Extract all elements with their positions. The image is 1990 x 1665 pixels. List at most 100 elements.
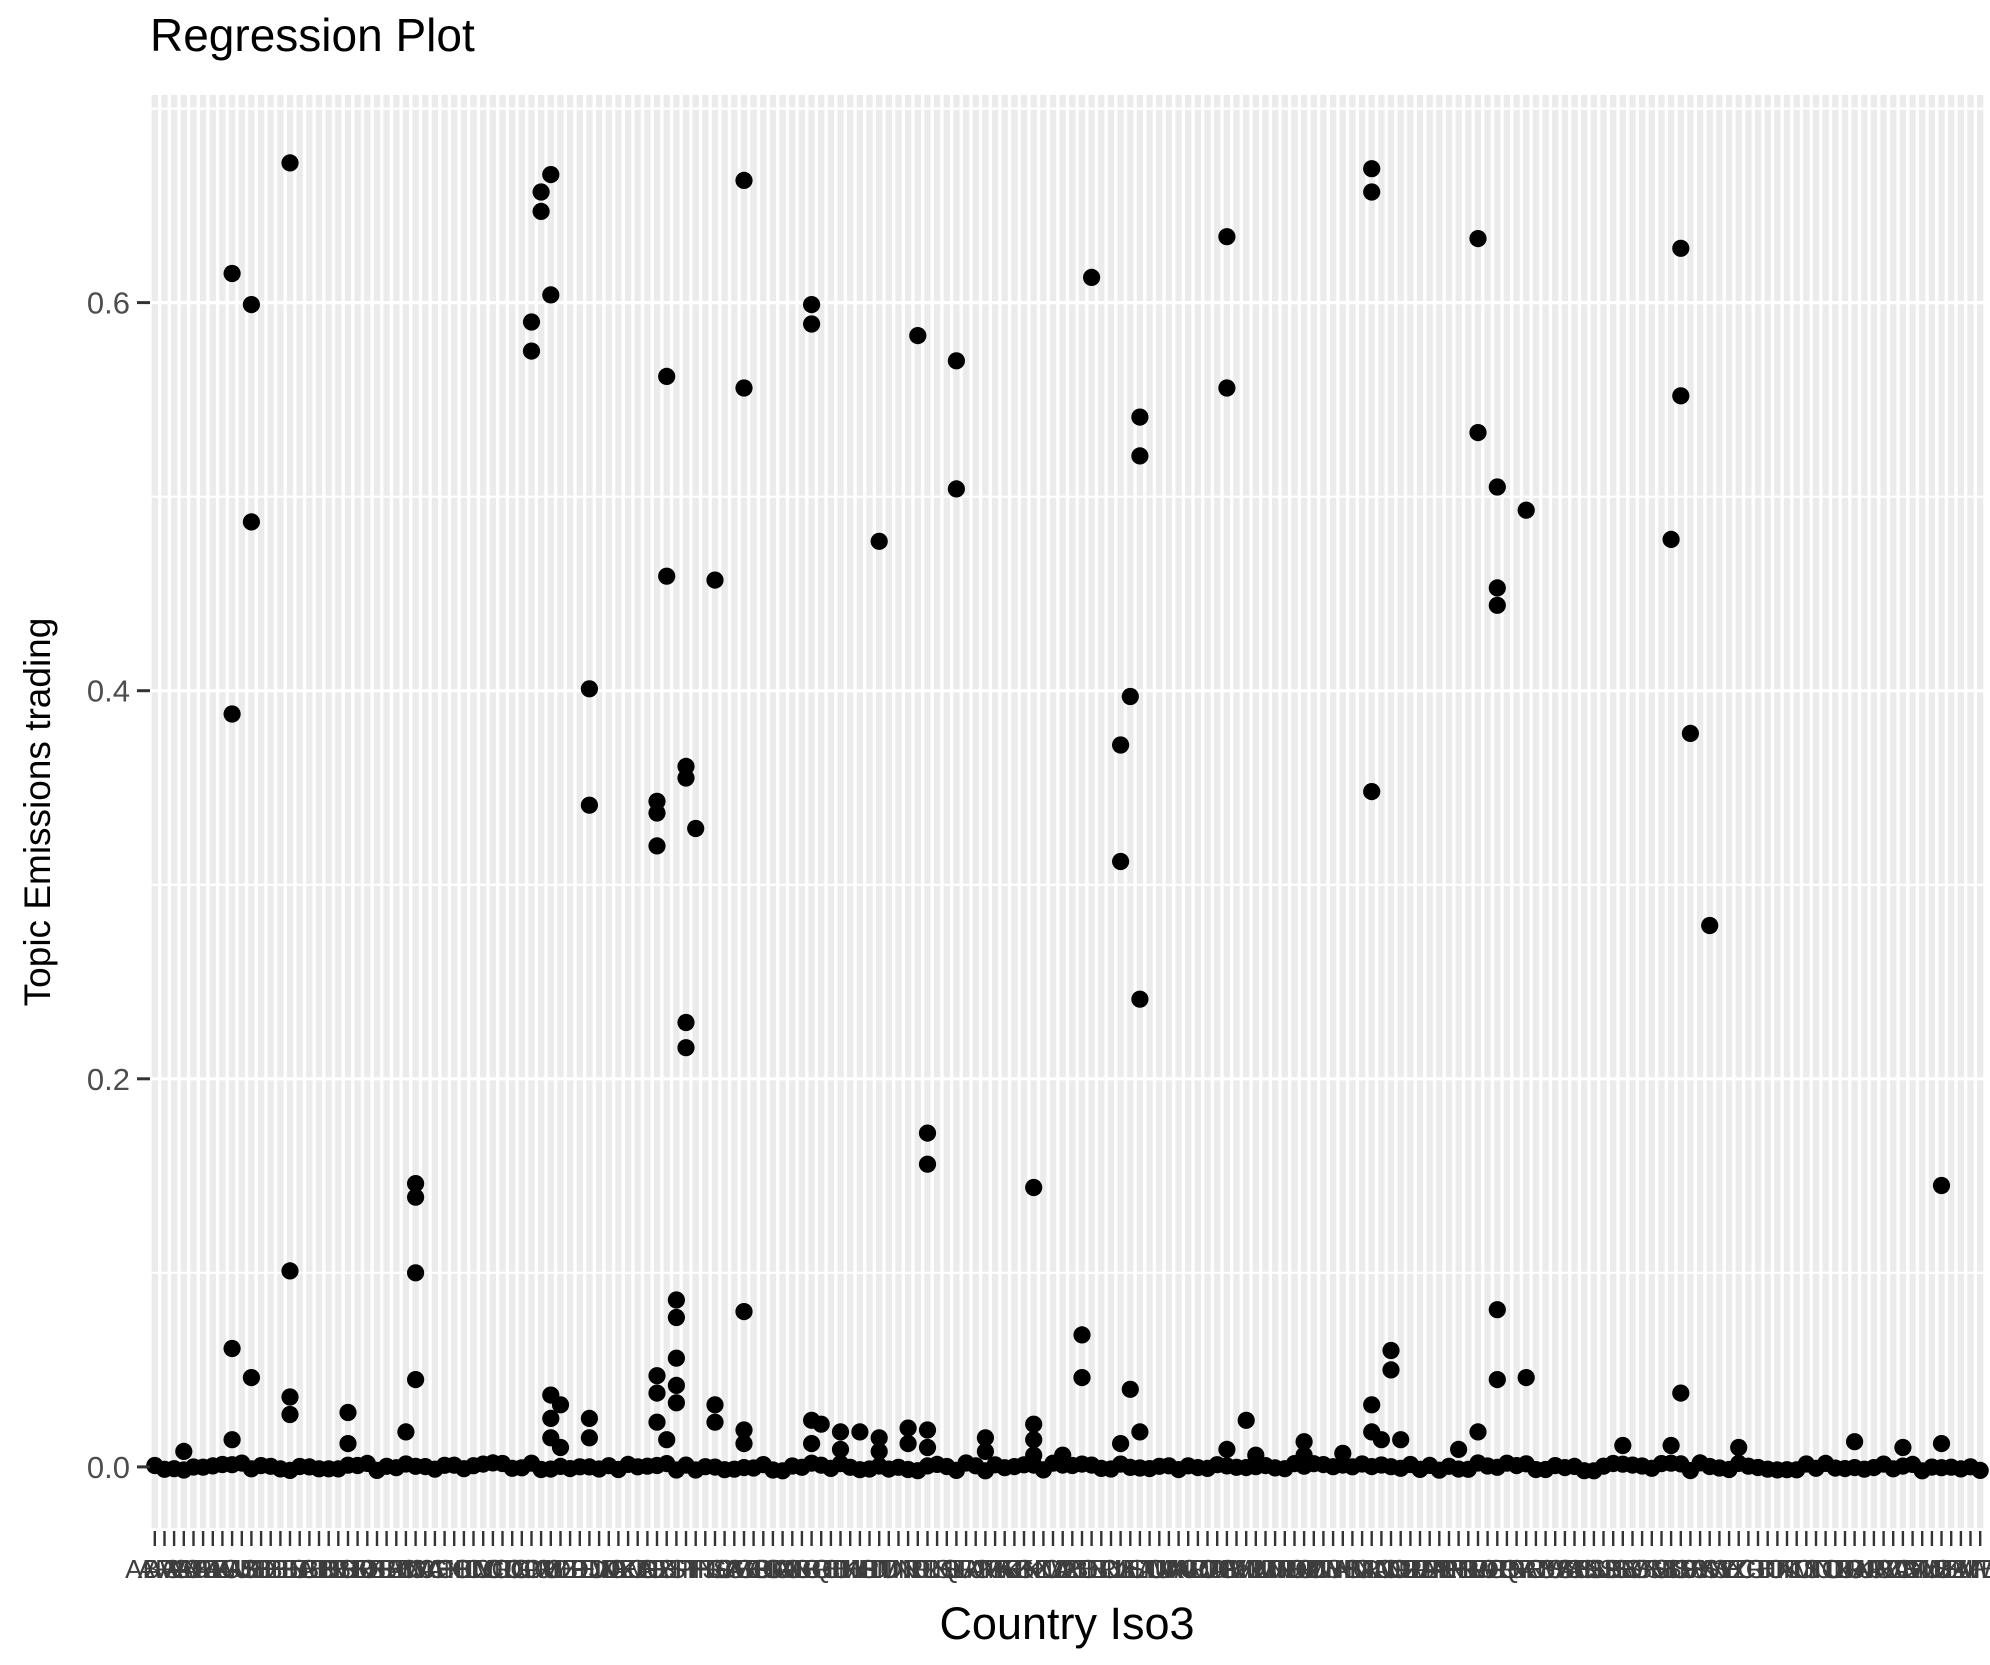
x-tick-label: RUS — [1518, 1554, 1573, 1584]
x-tick-label: AFG — [138, 1554, 191, 1584]
data-point — [1073, 1369, 1091, 1387]
x-axis-labels: ABWAFGAGOALBANDAREARGARMAUSAUTAZEBDIBELB… — [125, 1554, 1990, 1584]
category-stripe — [1638, 95, 1646, 1528]
category-stripe — [1156, 95, 1163, 1528]
data-point — [831, 1440, 850, 1458]
category-stripe — [1957, 95, 1965, 1528]
data-point — [1469, 230, 1487, 248]
category-stripe — [1445, 95, 1453, 1528]
x-tick-label: ARE — [176, 1554, 229, 1584]
y-tick-label: 0.0 — [87, 1450, 130, 1485]
category-stripe — [1107, 95, 1115, 1528]
x-tick-label: CIV — [452, 1554, 496, 1584]
category-stripe — [393, 95, 400, 1528]
x-tick-label: ISR — [935, 1554, 978, 1584]
x-tick-label: LVA — [1146, 1554, 1192, 1584]
data-point — [407, 1188, 425, 1206]
x-tick-label: DOM — [588, 1554, 649, 1584]
x-tick-label: NAM — [1314, 1554, 1372, 1584]
category-stripe — [702, 95, 709, 1528]
category-stripe — [1455, 95, 1462, 1528]
data-point — [1363, 783, 1381, 801]
x-tick-label: TON — [1779, 1554, 1833, 1584]
data-point — [1131, 408, 1149, 426]
x-tick-label: HKG — [822, 1554, 878, 1584]
data-point — [831, 1423, 850, 1441]
category-stripe — [1851, 95, 1858, 1528]
x-tick-label: JOR — [959, 1554, 1011, 1584]
x-tick-label: DEU — [552, 1554, 607, 1584]
data-point — [1846, 1433, 1864, 1451]
x-tick-label: MMR — [1234, 1554, 1296, 1584]
x-tick-label: ARG — [185, 1554, 241, 1584]
x-tick-label: KGZ — [997, 1554, 1051, 1584]
category-stripe — [1513, 95, 1520, 1528]
category-stripe — [1387, 95, 1395, 1528]
category-stripe — [827, 95, 835, 1528]
x-tick-label: ROU — [1507, 1554, 1565, 1584]
category-stripe — [1919, 95, 1926, 1528]
x-tick-label: BOL — [341, 1554, 393, 1584]
data-point — [735, 379, 753, 397]
x-tick-label: CHL — [428, 1554, 480, 1584]
y-axis-title: Topic Emissions trading — [17, 617, 58, 1007]
data-point — [677, 769, 695, 787]
category-stripe — [1610, 95, 1617, 1528]
category-stripe — [866, 95, 873, 1528]
category-stripe — [364, 95, 371, 1528]
x-tick-label: GRD — [792, 1554, 850, 1584]
category-stripe — [1300, 95, 1308, 1528]
x-tick-label: GBR — [716, 1554, 772, 1584]
y-axis: 0.0 0.2 0.4 0.6 — [87, 286, 150, 1485]
data-point — [658, 367, 676, 385]
x-tick-label: BRA — [350, 1554, 404, 1584]
data-point — [687, 819, 705, 838]
data-point — [851, 1423, 869, 1441]
x-tick-label: UZB — [1867, 1554, 1919, 1584]
x-tick-label: LCA — [1086, 1554, 1137, 1584]
x-tick-label: TCD — [1722, 1554, 1775, 1584]
x-tick-label: KHM — [1005, 1554, 1063, 1584]
x-tick-label: COM — [491, 1554, 552, 1584]
x-tick-label: SAU — [1538, 1554, 1591, 1584]
x-tick-label: IRL — [898, 1554, 938, 1584]
x-tick-label: PER — [1422, 1554, 1475, 1584]
category-stripe — [1175, 95, 1182, 1528]
x-tick-label: NER — [1325, 1554, 1380, 1584]
category-stripe — [1185, 95, 1192, 1528]
category-stripe — [1803, 95, 1810, 1528]
x-tick-label: BGR — [281, 1554, 337, 1584]
data-point — [1450, 1440, 1468, 1458]
category-stripe — [1484, 95, 1491, 1528]
category-stripe — [1358, 95, 1366, 1528]
category-stripe — [644, 95, 651, 1528]
data-point — [1932, 1435, 1951, 1453]
x-tick-label: GUY — [812, 1554, 868, 1584]
x-tick-label: GHA — [735, 1554, 792, 1584]
category-stripe — [615, 95, 622, 1528]
category-stripe — [1619, 95, 1626, 1528]
x-tick-label: FIN — [675, 1554, 717, 1584]
x-tick-label: HUN — [861, 1554, 917, 1584]
x-tick-label: GTM — [802, 1554, 860, 1584]
data-point — [551, 1396, 570, 1414]
category-stripe — [1069, 95, 1076, 1528]
data-point — [1218, 379, 1236, 397]
data-point — [1469, 424, 1487, 442]
x-axis-ticks — [153, 1531, 1982, 1546]
data-point — [1382, 1341, 1400, 1360]
x-tick-label: ARM — [194, 1554, 252, 1584]
x-tick-label: BHR — [292, 1554, 347, 1584]
category-stripe — [721, 95, 728, 1528]
x-axis-title: Country Iso3 — [939, 1598, 1195, 1649]
x-tick-label: KOR — [1025, 1554, 1081, 1584]
x-tick-label: GIN — [750, 1554, 796, 1584]
data-point — [1488, 1371, 1506, 1389]
data-point — [1894, 1438, 1912, 1457]
data-point — [909, 327, 927, 345]
x-tick-label: AND — [166, 1554, 221, 1584]
category-stripe — [1271, 95, 1279, 1528]
x-tick-label: UGA — [1826, 1554, 1883, 1584]
x-tick-label: BLR — [323, 1554, 374, 1584]
data-point — [918, 1124, 937, 1142]
